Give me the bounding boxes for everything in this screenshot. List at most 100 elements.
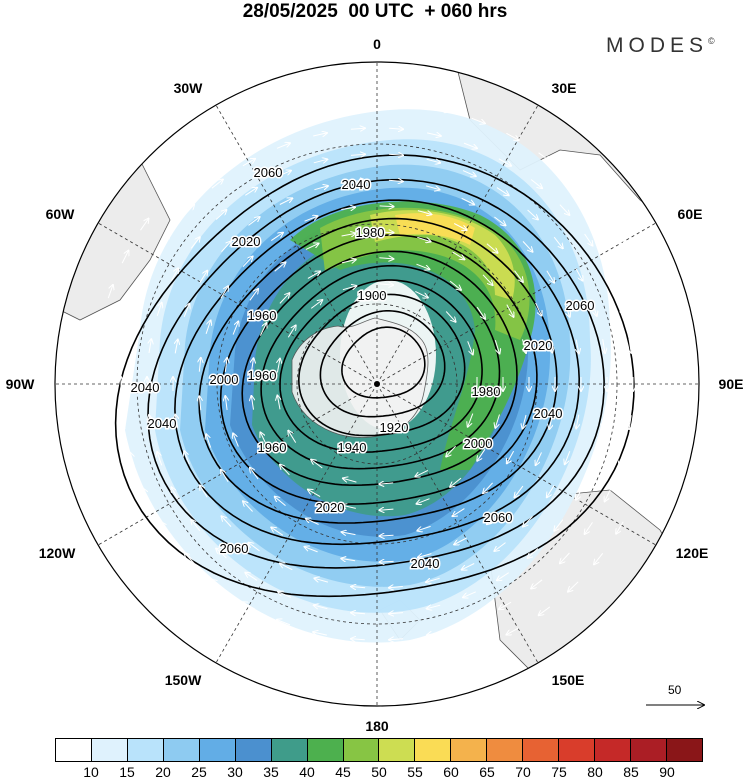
colorbar-cell-8 [343, 739, 380, 761]
colorbar-cell-9 [379, 739, 416, 761]
wind-vector [449, 280, 461, 290]
wind-vector [472, 644, 486, 650]
wind-vector [242, 159, 255, 167]
wind-vector [149, 415, 151, 429]
wind-vector [417, 236, 430, 241]
wind-vector [398, 664, 413, 665]
colorbar-tick-10: 10 [83, 764, 99, 780]
wind-vector [454, 537, 467, 545]
map-border [54, 61, 700, 707]
wind-vector [189, 164, 201, 174]
wind-vector [245, 188, 257, 196]
wind-vector [343, 478, 357, 483]
wind-vector [453, 508, 465, 516]
contour-line-5 [241, 250, 518, 487]
wind-vector [342, 532, 356, 535]
colorbar-cell-11 [451, 739, 488, 761]
wind-vector [249, 543, 260, 552]
contour-label-15: 1960 [258, 440, 287, 455]
wind-vector [280, 564, 293, 571]
contour-label-6: 2060 [566, 298, 595, 313]
wind-vector [417, 525, 431, 530]
contour-line-2 [174, 199, 581, 546]
wind-vector [350, 128, 365, 129]
colorbar-tick-65: 65 [479, 764, 495, 780]
wind-vector [497, 572, 509, 581]
wind-vector [549, 338, 552, 353]
wind-vector [351, 639, 365, 640]
wind-vector [99, 433, 102, 448]
wind-vector [464, 619, 478, 625]
colorbar-cell-13 [523, 739, 560, 761]
wind-vector [225, 358, 227, 372]
wind-vector [277, 171, 291, 177]
wind-vector [389, 128, 403, 129]
wind-vector [539, 606, 551, 615]
wind-vector [522, 241, 533, 251]
wind-vector [486, 243, 498, 253]
wind-vector [499, 601, 512, 609]
wind-vector [314, 605, 328, 609]
wind-vector [341, 233, 356, 236]
contour-label-16: 2000 [464, 436, 493, 451]
wind-vector [398, 103, 412, 104]
wind-vector [351, 180, 365, 181]
wind-vector [95, 358, 96, 373]
wind-vector [206, 434, 212, 448]
wind-vector [523, 339, 527, 353]
wind-vector [656, 414, 658, 429]
wind-vector [121, 251, 128, 264]
wind-vector [183, 304, 189, 317]
wind-vector [211, 180, 223, 189]
wind-vector [313, 632, 328, 635]
wind-vector [313, 159, 328, 163]
contour-label-7: 2020 [524, 338, 553, 353]
wind-vector [547, 485, 555, 497]
wind-vector [379, 509, 394, 510]
wind-vector [389, 613, 404, 614]
wind-vector [274, 262, 286, 272]
wind-vector [605, 488, 612, 502]
wind-vector [157, 452, 163, 466]
wind-vector [389, 639, 404, 640]
wind-vector [351, 613, 366, 614]
contour-label-12: 2040 [148, 416, 177, 431]
wind-vector [184, 205, 195, 216]
lon-label-30e: 30E [551, 80, 577, 96]
wind-vector [307, 271, 320, 279]
wind-vector [415, 290, 428, 297]
contour-label-4: 1960 [248, 308, 277, 323]
colorbar-cell-17 [666, 739, 702, 761]
wind-vector [575, 268, 583, 280]
lon-label-90e: 90E [718, 376, 744, 392]
wind-vector [594, 552, 604, 564]
wind-vector [232, 322, 238, 335]
wind-vector [435, 108, 450, 111]
contour-label-5: 1900 [358, 288, 387, 303]
wind-vector [452, 251, 465, 260]
wind-vector [482, 274, 493, 285]
wind-vector [549, 415, 552, 429]
wind-vector [498, 158, 511, 166]
contour-label-19: 2040 [411, 556, 440, 571]
wind-vector [528, 548, 539, 559]
wind-vector [634, 487, 640, 501]
shade-band-9 [395, 213, 475, 245]
wind-vector [531, 579, 543, 589]
lon-label-120e: 120E [675, 545, 709, 561]
wind-vector [277, 359, 280, 373]
wind-vector [656, 339, 658, 354]
wind-vector [495, 414, 500, 428]
wind-vector [288, 431, 297, 443]
colorbar-tick-60: 60 [443, 764, 459, 780]
wind-vector [170, 268, 178, 281]
wind-vector [141, 538, 149, 550]
lon-label-60w: 60W [45, 206, 75, 222]
colorbar-cell-3 [163, 739, 200, 761]
wind-vector [245, 573, 258, 581]
wind-vector [527, 209, 538, 220]
contour-label-13: 1920 [380, 420, 409, 435]
wind-vector [275, 497, 286, 506]
contour-line-9 [319, 310, 446, 418]
wind-vector [215, 210, 226, 220]
